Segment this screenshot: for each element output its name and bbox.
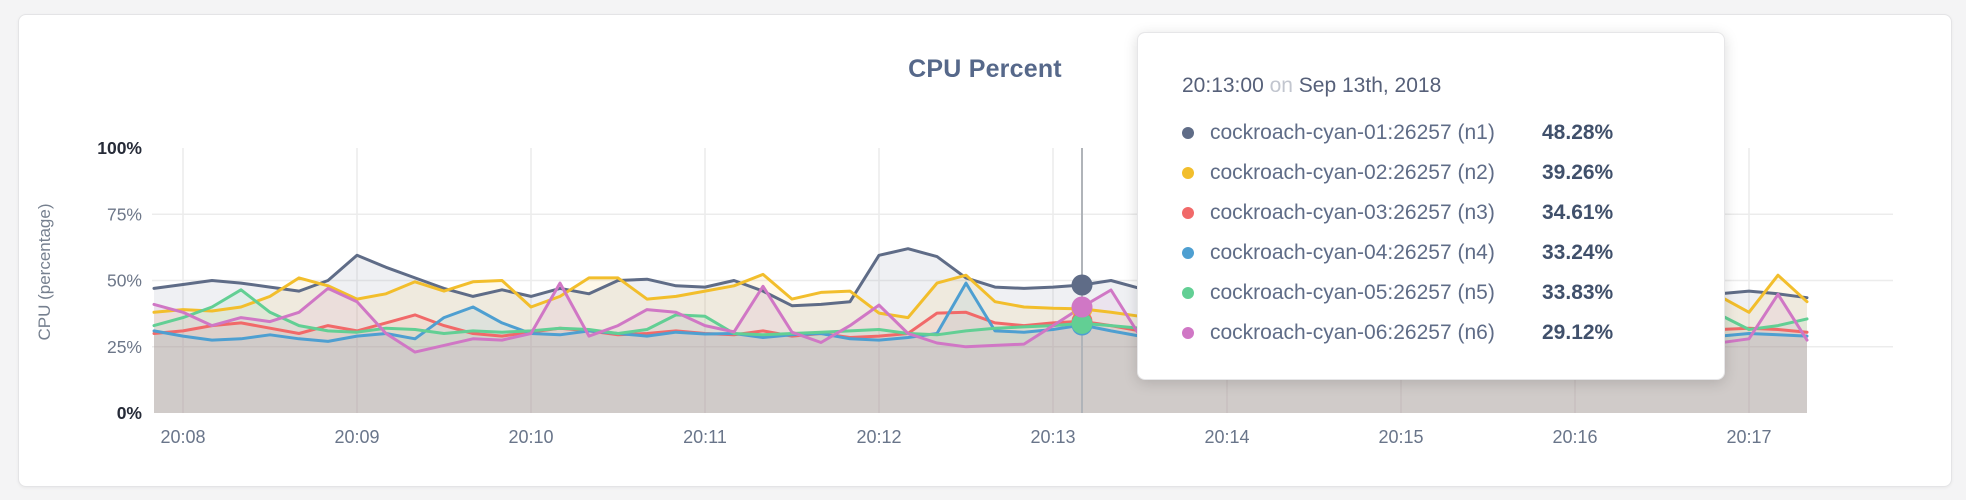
tooltip-row: cockroach-cyan-04:26257 (n4) 33.24%: [1182, 233, 1724, 273]
tooltip-row: cockroach-cyan-02:26257 (n2) 39.26%: [1182, 153, 1724, 193]
series-value: 33.24%: [1542, 241, 1614, 264]
series-name: cockroach-cyan-04:26257 (n4): [1210, 241, 1495, 264]
tooltip-row: cockroach-cyan-03:26257 (n3) 34.61%: [1182, 193, 1724, 233]
series-value: 39.26%: [1542, 161, 1614, 184]
chart-title: CPU Percent: [908, 55, 1062, 83]
series-color-dot-icon: [1182, 327, 1194, 339]
series-value: 34.61%: [1542, 201, 1614, 224]
series-value: 48.28%: [1542, 121, 1614, 144]
series-color-dot-icon: [1182, 207, 1194, 219]
series-value: 33.83%: [1542, 281, 1614, 304]
series-name: cockroach-cyan-05:26257 (n5): [1210, 281, 1495, 304]
tooltip-rows: cockroach-cyan-01:26257 (n1) 48.28% cockro…: [1182, 113, 1724, 353]
tooltip-row: cockroach-cyan-05:26257 (n5) 33.83%: [1182, 273, 1724, 313]
series-name: cockroach-cyan-02:26257 (n2): [1210, 161, 1495, 184]
tooltip-row: cockroach-cyan-06:26257 (n6) 29.12%: [1182, 313, 1724, 353]
tooltip-date: Sep 13th, 2018: [1298, 74, 1442, 97]
tooltip-row: cockroach-cyan-01:26257 (n1) 48.28%: [1182, 113, 1724, 153]
series-name: cockroach-cyan-01:26257 (n1): [1210, 121, 1495, 144]
series-value: 29.12%: [1542, 321, 1614, 344]
series-name: cockroach-cyan-06:26257 (n6): [1210, 321, 1495, 344]
tooltip-on-word: on: [1269, 74, 1293, 97]
series-color-dot-icon: [1182, 167, 1194, 179]
series-name: cockroach-cyan-03:26257 (n3): [1210, 201, 1495, 224]
series-color-dot-icon: [1182, 287, 1194, 299]
series-color-dot-icon: [1182, 247, 1194, 259]
tooltip-time: 20:13:00: [1182, 74, 1264, 97]
chart-tooltip: 20:13:00 on Sep 13th, 2018 cockroach-cya…: [1137, 32, 1725, 380]
tooltip-header: 20:13:00 on Sep 13th, 2018: [1182, 71, 1724, 101]
series-color-dot-icon: [1182, 127, 1194, 139]
